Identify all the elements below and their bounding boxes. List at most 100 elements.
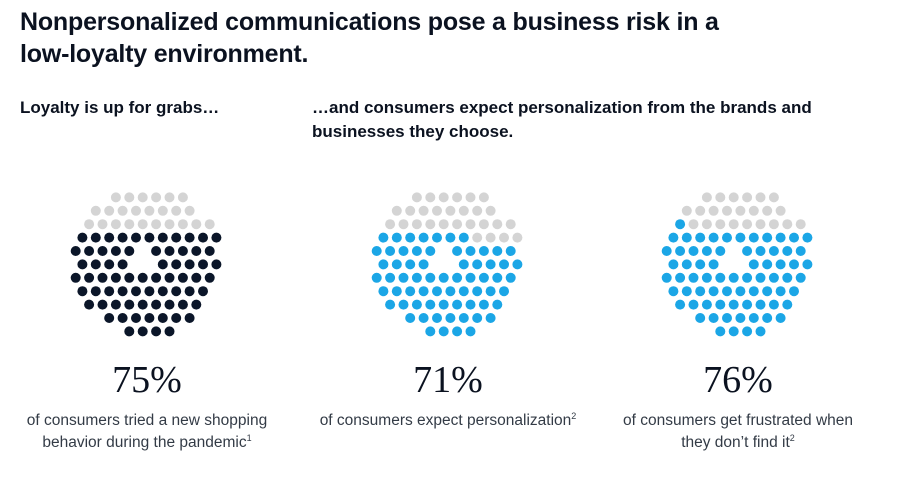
filled-dot [748,232,759,243]
filled-dot [151,326,162,337]
filled-dot [701,246,712,256]
stat-value-2: 71% [413,359,483,401]
empty-dot [90,205,101,216]
filled-dot [755,326,766,337]
filled-dot [191,246,202,256]
empty-dot [735,205,746,216]
empty-dot [478,219,489,230]
filled-dot [775,232,786,243]
empty-dot [512,232,523,243]
filled-dot [405,259,416,270]
empty-dot [458,205,469,216]
filled-dot [722,313,732,323]
empty-dot [472,205,483,216]
filled-dot [715,326,726,337]
filled-dot [398,272,409,283]
filled-dot [378,286,389,297]
filled-dot [385,246,396,256]
filled-dot [762,259,773,270]
filled-dot [425,246,436,256]
filled-dot [485,259,496,270]
dot-chart-3 [661,192,813,337]
filled-dot [104,259,115,270]
filled-dot [701,272,712,283]
filled-dot [782,272,793,283]
filled-dot [755,246,766,256]
empty-dot [425,192,436,203]
dot-chart-2 [371,192,523,337]
filled-dot [485,286,496,297]
filled-dot [104,232,115,243]
empty-dot [151,192,162,203]
filled-dot [137,326,148,337]
filled-dot [391,259,402,270]
filled-dot [144,286,155,297]
empty-dot [418,205,429,216]
filled-dot [171,259,182,270]
empty-dot [728,192,739,203]
filled-dot [398,299,409,310]
filled-dot [157,259,168,270]
filled-dot [171,286,182,297]
filled-dot [418,232,429,243]
stat-caption-1: of consumers tried a new shopping behavi… [17,410,277,454]
empty-dot [137,219,148,230]
stat-value-1: 75% [112,359,182,401]
filled-dot [681,259,692,270]
filled-dot [110,272,121,283]
empty-dot [695,205,706,216]
filled-dot [695,232,706,243]
filled-dot [722,232,732,243]
filled-dot [775,286,786,297]
filled-dot [124,272,135,283]
empty-dot [681,205,692,216]
empty-dot [411,219,422,230]
filled-dot [144,232,155,243]
filled-dot [675,246,686,256]
filled-dot [465,299,476,310]
filled-dot [191,272,202,283]
filled-dot [124,326,135,337]
stat-value-3: 76% [703,359,773,401]
filled-dot [715,299,726,310]
empty-dot [177,192,188,203]
filled-dot [432,286,442,297]
filled-dot [177,272,188,283]
empty-dot [762,205,773,216]
empty-dot [728,219,739,230]
filled-dot [452,299,463,310]
filled-dot [171,232,182,243]
filled-dot [157,286,168,297]
filled-dot [70,272,81,283]
filled-dot [164,272,175,283]
filled-dot [418,313,429,323]
filled-dot [137,272,148,283]
empty-dot [157,205,168,216]
empty-dot [438,219,449,230]
stat-caption-3: of consumers get frustrated when they do… [608,410,868,454]
filled-dot [391,286,402,297]
filled-dot [405,286,416,297]
filled-dot [70,246,81,256]
filled-dot [802,259,813,270]
filled-dot [478,272,489,283]
filled-dot [701,299,712,310]
filled-dot [432,232,442,243]
filled-dot [762,286,773,297]
filled-dot [728,326,739,337]
filled-dot [452,272,463,283]
filled-dot [104,313,115,323]
empty-dot [398,219,409,230]
filled-dot [117,286,128,297]
filled-dot [204,246,215,256]
empty-dot [391,205,402,216]
empty-dot [499,232,509,243]
filled-dot [789,259,799,270]
empty-dot [191,219,202,230]
empty-dot [405,205,416,216]
empty-dot [110,192,121,203]
filled-dot [458,286,469,297]
filled-dot [728,272,739,283]
filled-dot [492,246,503,256]
filled-dot [418,259,429,270]
